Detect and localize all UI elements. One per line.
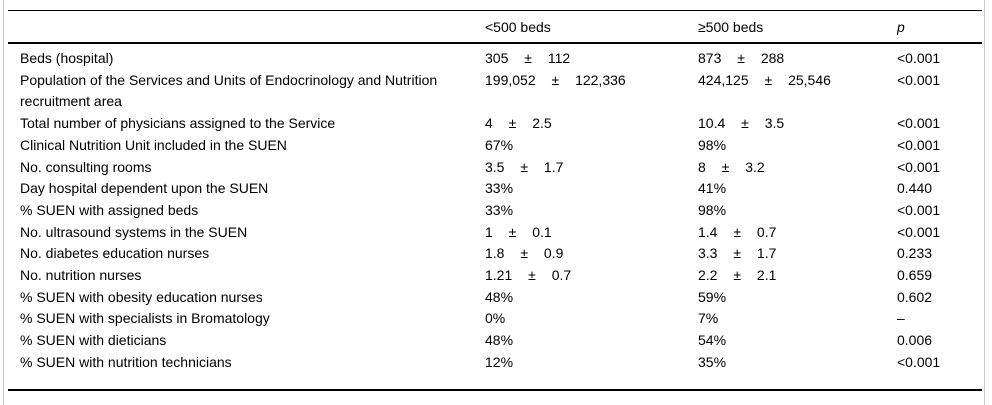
row-label: No. consulting rooms <box>20 158 152 175</box>
p-value: 0.233 <box>897 245 933 262</box>
value-ge500-beds: 7% <box>698 310 719 327</box>
value-lt500-beds: 1 ± 0.1 <box>485 223 552 240</box>
table-row: Day hospital dependent upon the SUEN 33% 4… <box>8 178 982 200</box>
value-ge500-beds: 424,125 ± 25,546 <box>698 71 831 88</box>
value-lt500-beds: 305 ± 112 <box>485 50 571 66</box>
value-ge500-beds: 3.3 ± 1.7 <box>698 245 777 262</box>
value-ge500-beds: 98% <box>698 136 727 153</box>
p-value: <0.001 <box>897 50 941 66</box>
table-row: Total number of physicians assigned to t… <box>8 113 982 135</box>
table-row: % SUEN with assigned beds 33% 98% <0.001 <box>8 200 982 222</box>
value-ge500-beds: 10.4 ± 3.5 <box>698 115 785 132</box>
value-ge500-beds: 54% <box>698 332 727 349</box>
table-row: No. consulting rooms 3.5 ± 1.7 8 ± 3.2 <0.0… <box>8 157 982 179</box>
header-ge500-beds: ≥500 beds <box>698 10 897 44</box>
value-lt500-beds: 67% <box>485 136 514 153</box>
p-value: <0.001 <box>897 115 941 132</box>
table-row: Beds (hospital) 305 ± 112 873 ± 288 <0.001 <box>8 43 982 70</box>
table-row: % SUEN with specialists in Bromatology 0%… <box>8 308 982 330</box>
table-row: % SUEN with nutrition technicians 12% 35% <… <box>8 352 982 390</box>
row-label: % SUEN with dieticians <box>20 332 167 349</box>
value-lt500-beds: 0% <box>485 310 506 327</box>
table-row: No. diabetes education nurses 1.8 ± 0.9 3.… <box>8 243 982 265</box>
row-label: % SUEN with obesity education nurses <box>20 288 263 305</box>
row-label: % SUEN with nutrition technicians <box>20 353 232 370</box>
value-ge500-beds: 98% <box>698 201 727 218</box>
row-label: No. diabetes education nurses <box>20 245 210 262</box>
p-value: 0.659 <box>897 267 933 284</box>
value-lt500-beds: 1.8 ± 0.9 <box>485 245 564 262</box>
p-value: <0.001 <box>897 136 941 153</box>
value-ge500-beds: 35% <box>698 353 727 370</box>
row-label: Beds (hospital) <box>20 50 114 66</box>
value-lt500-beds: 199,052 ± 122,336 <box>485 71 626 88</box>
p-value: <0.001 <box>897 223 941 240</box>
table-body: Beds (hospital) 305 ± 112 873 ± 288 <0.001 P… <box>8 43 982 390</box>
row-label: Population of the Services and Units of … <box>20 71 438 110</box>
table-row: Clinical Nutrition Unit included in the … <box>8 135 982 157</box>
value-lt500-beds: 4 ± 2.5 <box>485 115 552 132</box>
value-ge500-beds: 59% <box>698 288 727 305</box>
suen-comparison-table: <500 beds ≥500 beds p Beds (hospital) 305… <box>8 10 982 391</box>
value-ge500-beds: 873 ± 288 <box>698 50 785 66</box>
value-lt500-beds: 1.21 ± 0.7 <box>485 267 572 284</box>
value-lt500-beds: 33% <box>485 201 514 218</box>
header-variable <box>8 10 485 44</box>
value-ge500-beds: 2.2 ± 2.1 <box>698 267 777 284</box>
header-p-value: p <box>897 10 982 44</box>
table-row: % SUEN with obesity education nurses 48% 5… <box>8 287 982 309</box>
p-value: <0.001 <box>897 158 941 175</box>
p-value: 0.602 <box>897 288 933 305</box>
table-header: <500 beds ≥500 beds p <box>8 10 982 44</box>
p-value: <0.001 <box>897 71 941 88</box>
table-row: % SUEN with dieticians 48% 54% 0.006 <box>8 330 982 352</box>
p-value: <0.001 <box>897 201 941 218</box>
p-value: <0.001 <box>897 353 941 370</box>
value-lt500-beds: 48% <box>485 332 514 349</box>
value-lt500-beds: 48% <box>485 288 514 305</box>
row-label: No. nutrition nurses <box>20 267 142 284</box>
header-lt500-beds: <500 beds <box>485 10 698 44</box>
p-value: 0.006 <box>897 332 933 349</box>
row-label: % SUEN with specialists in Bromatology <box>20 310 270 327</box>
table-row: Population of the Services and Units of … <box>8 70 982 113</box>
row-label: Clinical Nutrition Unit included in the … <box>20 136 287 153</box>
value-ge500-beds: 8 ± 3.2 <box>698 158 765 175</box>
value-ge500-beds: 1.4 ± 0.7 <box>698 223 777 240</box>
p-value: – <box>897 310 905 327</box>
value-ge500-beds: 41% <box>698 180 727 197</box>
value-lt500-beds: 3.5 ± 1.7 <box>485 158 564 175</box>
value-lt500-beds: 33% <box>485 180 514 197</box>
table-row: No. nutrition nurses 1.21 ± 0.7 2.2 ± 2.1 0… <box>8 265 982 287</box>
value-lt500-beds: 12% <box>485 353 514 370</box>
row-label: % SUEN with assigned beds <box>20 201 199 218</box>
table-row: No. ultrasound systems in the SUEN 1 ± 0.… <box>8 222 982 244</box>
row-label: Day hospital dependent upon the SUEN <box>20 180 269 197</box>
header-row: <500 beds ≥500 beds p <box>8 10 982 44</box>
row-label: No. ultrasound systems in the SUEN <box>20 223 248 240</box>
row-label: Total number of physicians assigned to t… <box>20 115 336 132</box>
p-value: 0.440 <box>897 180 933 197</box>
